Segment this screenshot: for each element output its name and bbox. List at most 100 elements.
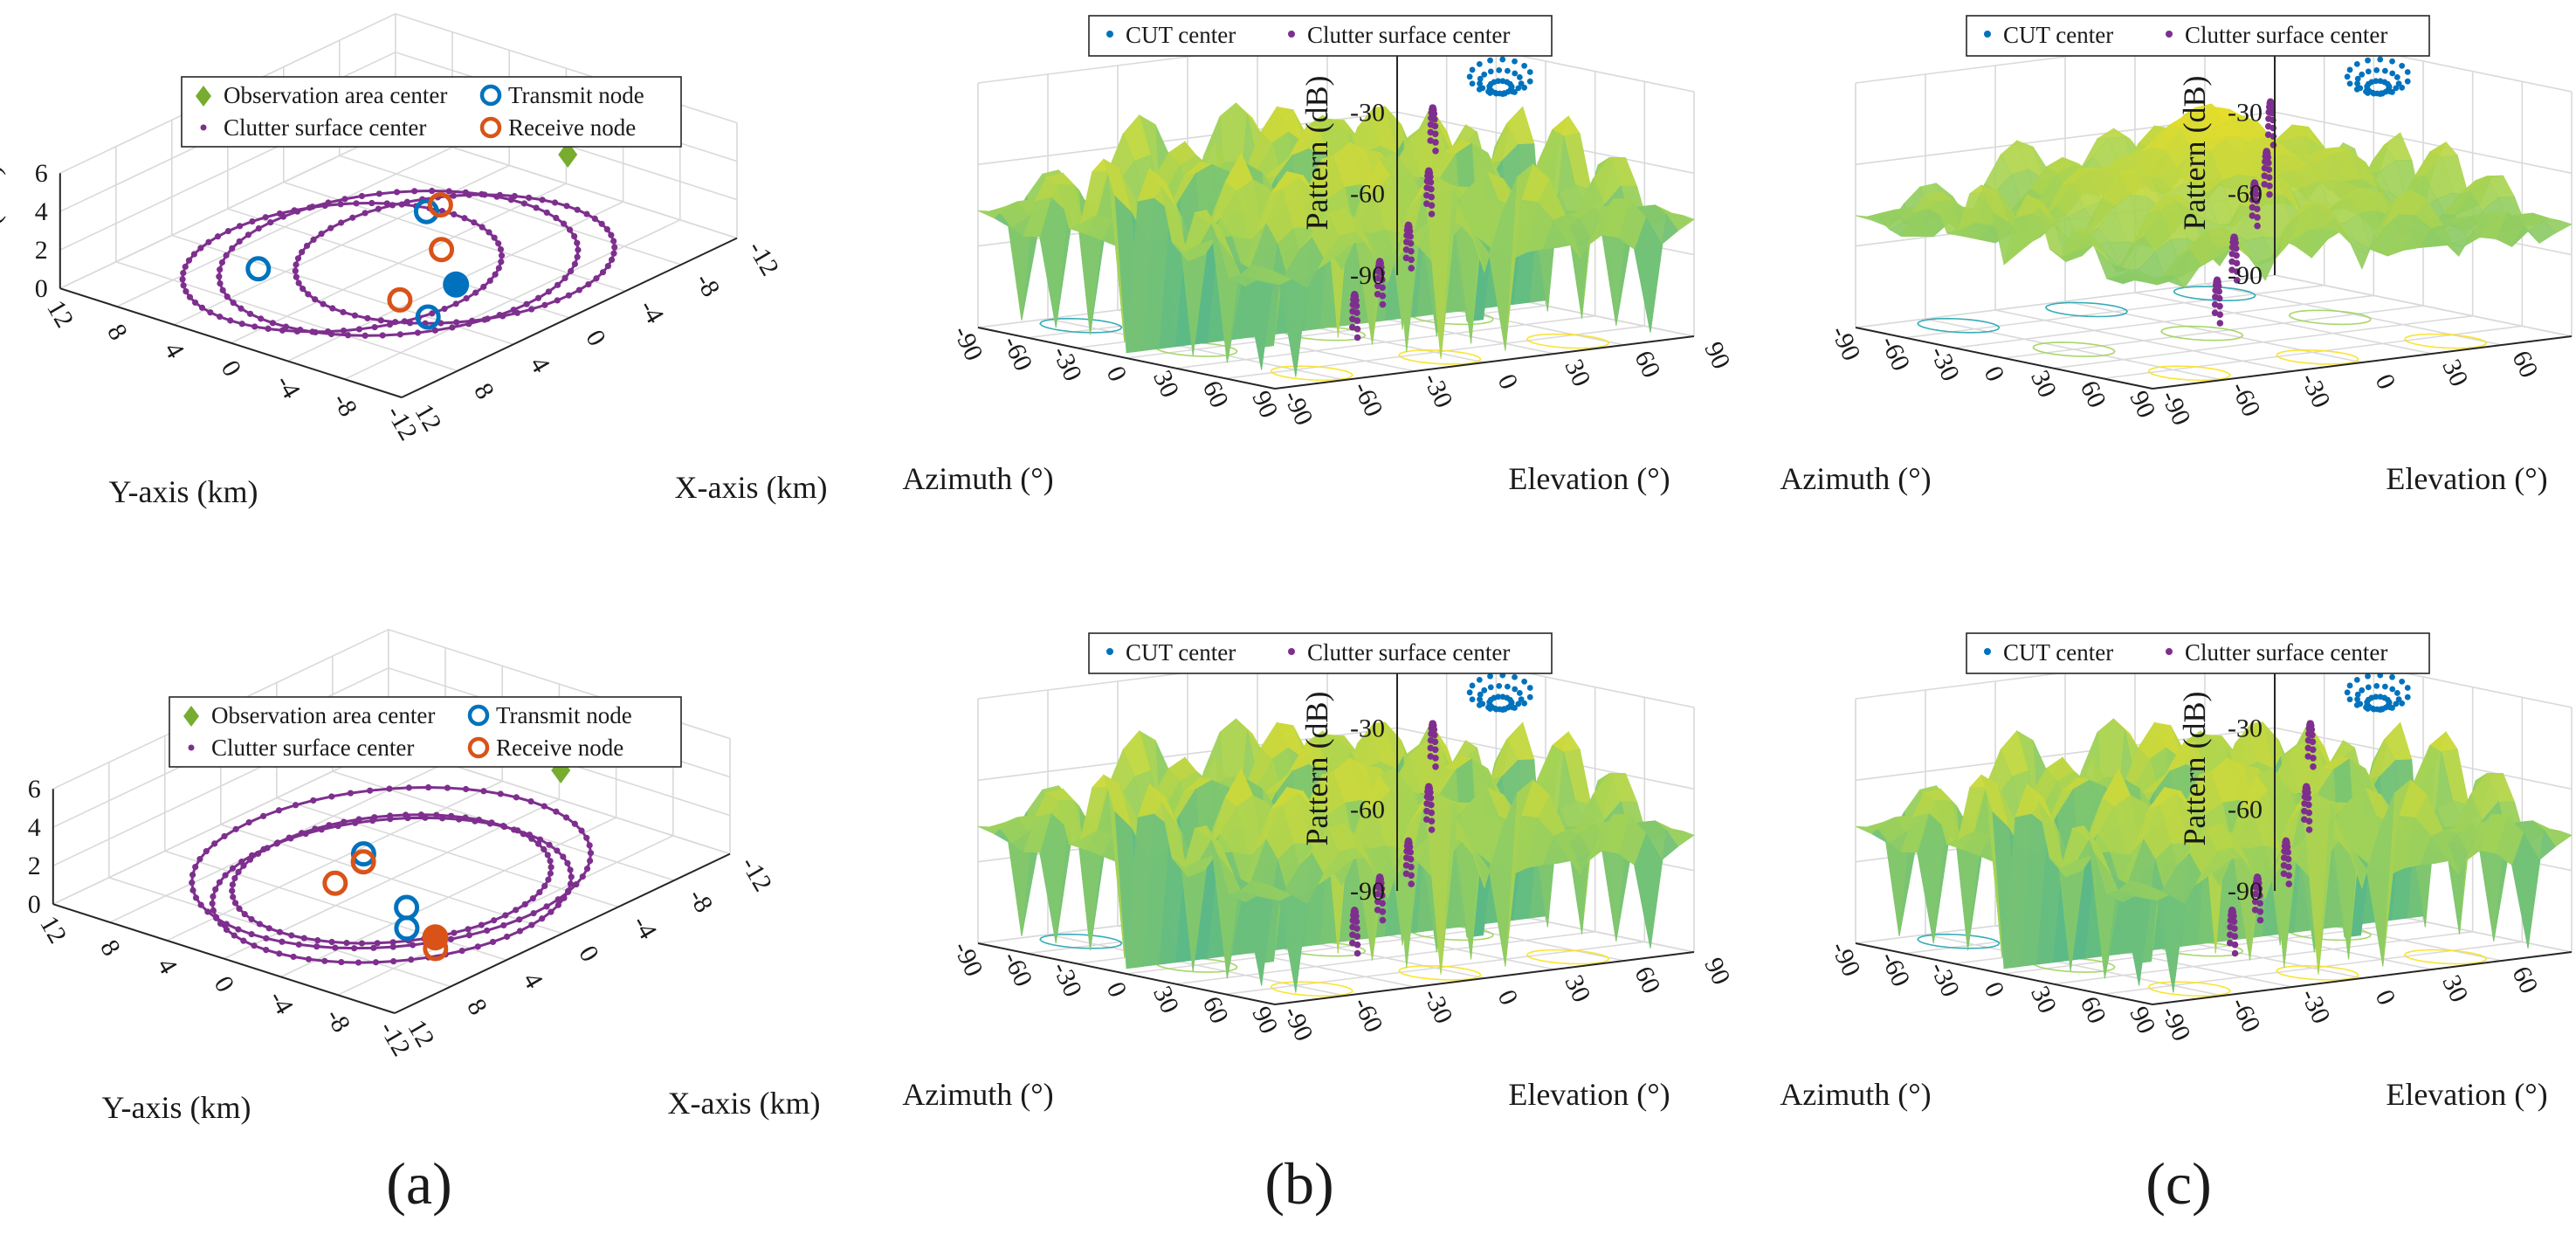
cut-center-point <box>1512 686 1519 693</box>
x-tick-label: 4 <box>517 968 548 993</box>
x-tick-label: 8 <box>461 994 492 1019</box>
azimuth-tick-label: 90 <box>2124 386 2161 422</box>
clutter-surface-center-point <box>2251 898 2259 906</box>
legend-clutter-icon <box>1288 648 1295 655</box>
clutter-surface-center-point <box>1408 880 1415 887</box>
clutter-surface-center-point <box>1423 177 1431 185</box>
y-tick-label: 4 <box>151 953 183 978</box>
clutter-surface-center-point <box>1432 762 1439 770</box>
clutter-surface-center-point <box>422 814 429 821</box>
clutter-surface-center-point <box>562 814 570 821</box>
clutter-surface-center-point <box>293 273 300 280</box>
legend-clutter-icon <box>2166 31 2173 38</box>
legend-transmit-icon <box>467 704 490 727</box>
z-tick-label: 6 <box>35 159 48 188</box>
x-axis-line <box>401 237 738 398</box>
cut-center-point <box>1516 74 1523 80</box>
clutter-surface-center-point <box>1353 949 1361 957</box>
clutter-surface-center-point <box>1423 807 1430 815</box>
cut-center-point <box>1521 700 1528 707</box>
clutter-surface-center-point <box>547 858 554 865</box>
clutter-surface-center-point <box>2227 917 2235 924</box>
clutter-surface-center-point <box>1424 172 1431 180</box>
cut-center-point <box>2353 676 2360 683</box>
clutter-points <box>1348 104 1439 342</box>
receive-node-marker <box>387 286 413 313</box>
clutter-surface-center-point <box>2228 250 2236 258</box>
clutter-surface-center-point <box>302 830 309 838</box>
clutter-surface-center-point <box>2266 190 2273 198</box>
azimuth-axis-label: Azimuth (°) <box>902 1077 1053 1112</box>
clutter-surface-center-point <box>2264 122 2272 130</box>
clutter-surface-center-point <box>352 819 359 826</box>
clutter-surface-center-point <box>189 879 196 887</box>
z-tick-label: -30 <box>2228 98 2263 127</box>
azimuth-tick-label: 30 <box>2025 366 2063 402</box>
clutter-surface-center-point <box>498 259 505 266</box>
legend-clutter-icon <box>1288 31 1295 38</box>
clutter-surface-center-point <box>565 292 573 299</box>
cut-center-point <box>1508 699 1515 706</box>
clutter-surface-center-point <box>318 826 325 833</box>
clutter-surface-center-point <box>507 197 514 204</box>
clutter-surface-center-point <box>238 321 245 328</box>
clutter-surface-center-point <box>263 947 270 954</box>
clutter-surface-center-point <box>451 210 458 217</box>
clutter-surface-center-point <box>411 188 418 195</box>
legend: CUT center Clutter surface center <box>1966 15 2430 57</box>
clutter-surface-center-point <box>2305 826 2313 833</box>
clutter-surface-center-point <box>295 941 302 949</box>
receive-node-marker <box>427 192 453 218</box>
legend-cut-label: CUT center <box>2003 22 2113 48</box>
clutter-surface-center-point <box>294 255 302 262</box>
clutter-surface-center-point <box>405 784 412 791</box>
clutter-surface-center-point <box>337 201 344 208</box>
clutter-surface-center-point <box>424 783 432 791</box>
cut-center-point <box>1496 66 1503 73</box>
cut-center-point <box>2381 683 2388 690</box>
cut-center-point <box>1469 682 1476 689</box>
clutter-surface-center-point <box>313 943 320 950</box>
clutter-surface-center-point <box>2261 172 2269 180</box>
clutter-surface-center-point <box>2304 753 2312 760</box>
cut-center-point <box>2399 700 2406 707</box>
clutter-surface-center-point <box>554 901 561 908</box>
clutter-surface-center-point <box>260 845 267 853</box>
clutter-surface-center-point <box>190 251 197 258</box>
z-tick-label: -60 <box>2228 796 2263 824</box>
legend-receive-label: Receive node <box>496 735 623 761</box>
receive-node-marker <box>322 870 348 896</box>
clutter-surface-center-point <box>230 893 237 900</box>
y-tick-label: -8 <box>327 388 362 421</box>
clutter-surface-center-point <box>462 189 469 196</box>
azimuth-tick-label: 30 <box>2025 982 2063 1018</box>
clutter-surface-center-point <box>2310 762 2317 770</box>
elevation-axis-line <box>2152 951 2573 1005</box>
clutter-surface-center-point <box>585 280 592 288</box>
cut-center-point <box>2354 696 2360 703</box>
clutter-surface-center-point <box>236 905 243 913</box>
clutter-surface-center-point <box>2228 258 2235 266</box>
cut-center-point <box>1477 80 1483 87</box>
legend-box <box>1088 632 1553 674</box>
clutter-surface-center-point <box>529 894 536 902</box>
elevation-tick-label: 60 <box>1629 346 1666 382</box>
clutter-surface-center-point <box>262 214 269 221</box>
clutter-surface-center-point <box>393 189 401 196</box>
clutter-surface-center-point <box>1349 923 1356 931</box>
elevation-tick-label: 30 <box>1559 355 1596 390</box>
clutter-surface-center-point <box>192 863 199 871</box>
clutter-surface-center-point <box>375 190 382 197</box>
azimuth-axis-line <box>1855 327 2153 390</box>
legend-box <box>169 696 682 768</box>
clutter-surface-center-point <box>312 328 319 336</box>
clutter-surface-center-point <box>2252 879 2260 886</box>
legend-clutter-label: Clutter surface center <box>211 735 414 761</box>
cut-center-point <box>1499 56 1506 63</box>
clutter-surface-center-point <box>1427 128 1435 136</box>
clutter-surface-center-point <box>406 320 414 327</box>
cut-center-point <box>1521 678 1528 685</box>
clutter-surface-center-point <box>2228 266 2235 273</box>
floor-contour <box>2147 365 2231 382</box>
